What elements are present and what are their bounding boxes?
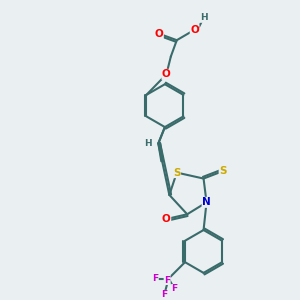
- Text: O: O: [190, 25, 199, 35]
- Text: S: S: [173, 168, 181, 178]
- Text: F: F: [161, 290, 167, 299]
- Text: H: H: [144, 139, 152, 148]
- Text: O: O: [162, 69, 171, 80]
- Text: H: H: [200, 14, 207, 22]
- Text: O: O: [154, 29, 163, 39]
- Text: F: F: [164, 275, 170, 284]
- Text: N: N: [202, 197, 211, 207]
- Text: S: S: [219, 166, 227, 176]
- Text: F: F: [172, 284, 178, 293]
- Text: O: O: [162, 214, 171, 224]
- Text: F: F: [152, 274, 158, 283]
